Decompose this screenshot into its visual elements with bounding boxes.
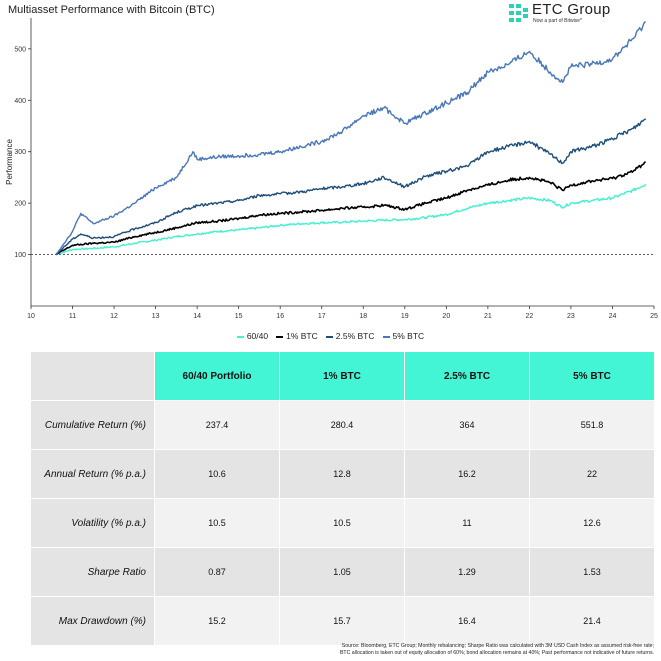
x-tick-label: 23 <box>567 313 575 320</box>
row-label: Cumulative Return (%) <box>30 400 155 450</box>
legend-item: 2.5% BTC <box>325 331 375 341</box>
series-line-2-5-btc <box>55 118 647 256</box>
chart-title: Multiasset Performance with Bitcoin (BTC… <box>8 4 215 16</box>
table-cell: 10.5 <box>279 498 405 548</box>
table-cell: 21.4 <box>529 596 655 646</box>
chart-legend: 60/40 1% BTC 2.5% BTC 5% BTC <box>0 331 661 341</box>
logo-square <box>516 18 521 22</box>
table-row: Annual Return (% p.a.) 10.6 12.8 16.2 22 <box>30 449 655 499</box>
x-tick-label: 14 <box>193 313 201 320</box>
legend-swatch <box>325 335 333 338</box>
logo-square <box>523 14 528 18</box>
legend-label: 1% BTC <box>286 331 318 341</box>
table-cell: 551.8 <box>529 400 655 450</box>
brand-name: ETC Group <box>532 1 611 18</box>
legend-label: 2.5% BTC <box>335 331 375 341</box>
legend-item: 60/40 <box>236 331 269 341</box>
column-header: 1% BTC <box>279 351 405 401</box>
logo-square <box>509 11 514 15</box>
row-label: Annual Return (% p.a.) <box>30 449 155 499</box>
table-cell: 12.6 <box>529 498 655 548</box>
y-tick-label: 200 <box>14 201 26 208</box>
row-label: Volatility (% p.a.) <box>30 498 155 548</box>
legend-swatch <box>382 335 390 338</box>
column-header: 60/40 Portfolio <box>154 351 280 401</box>
performance-line-chart: 100 200 300 400 500 10 11 12 13 14 15 16 17 18 19 20 21 2… <box>5 18 658 320</box>
table-header-row: 60/40 Portfolio 1% BTC 2.5% BTC 5% BTC <box>30 351 655 401</box>
x-tick-label: 10 <box>27 313 35 320</box>
table-row: Max Drawdown (%) 15.2 15.7 16.4 21.4 <box>30 596 655 646</box>
legend-swatch <box>236 335 244 338</box>
table-cell: 0.87 <box>154 547 280 597</box>
x-tick-label: 18 <box>359 313 367 320</box>
table-cell: 280.4 <box>279 400 405 450</box>
etc-group-logo-icon <box>509 4 528 22</box>
table-cell: 237.4 <box>154 400 280 450</box>
y-tick-label: 500 <box>14 46 26 53</box>
y-tick-label: 300 <box>14 149 26 156</box>
table-cell: 22 <box>529 449 655 499</box>
table-cell: 16.4 <box>404 596 530 646</box>
y-tick-label: 400 <box>14 98 26 105</box>
table-cell: 1.29 <box>404 547 530 597</box>
table-cell: 1.53 <box>529 547 655 597</box>
source-note: Source: Bloomberg, ETC Group; Monthly re… <box>290 643 654 657</box>
stats-table: 60/40 Portfolio 1% BTC 2.5% BTC 5% BTC C… <box>30 351 655 646</box>
table-cell: 12.8 <box>279 449 405 499</box>
legend-swatch <box>276 335 284 338</box>
x-tick-label: 24 <box>609 313 617 320</box>
logo-square <box>509 18 514 22</box>
legend-item: 1% BTC <box>276 331 318 341</box>
table-cell: 15.7 <box>279 596 405 646</box>
y-axis-label: Performance <box>5 139 14 185</box>
x-tick-label: 21 <box>484 313 492 320</box>
x-tick-label: 16 <box>276 313 284 320</box>
series-line-60-40 <box>55 183 647 256</box>
source-note-line: BTC allocation is taken out of equity al… <box>339 650 654 656</box>
x-tick-label: 11 <box>69 313 76 320</box>
x-tick-label: 15 <box>235 313 243 320</box>
row-label: Max Drawdown (%) <box>30 596 155 646</box>
x-tick-label: 25 <box>650 313 658 320</box>
series-line-1-btc <box>55 161 646 256</box>
table-cell: 11 <box>404 498 530 548</box>
legend-label: 5% BTC <box>392 331 425 341</box>
logo-square <box>516 11 521 15</box>
logo-square <box>516 4 521 8</box>
brand-subtitle: Now a part of Bitwise* <box>533 18 582 24</box>
table-cell: 16.2 <box>404 449 530 499</box>
table-cell: 10.6 <box>154 449 280 499</box>
y-tick-label: 100 <box>14 252 26 259</box>
legend-label: 60/40 <box>246 331 269 341</box>
table-row: Volatility (% p.a.) 10.5 10.5 11 12.6 <box>30 498 655 548</box>
column-header: 2.5% BTC <box>404 351 530 401</box>
x-tick-label: 19 <box>401 313 409 320</box>
table-cell: 364 <box>404 400 530 450</box>
table-row: Cumulative Return (%) 237.4 280.4 364 55… <box>30 400 655 450</box>
legend-item: 5% BTC <box>382 331 425 341</box>
x-tick-label: 20 <box>442 313 450 320</box>
logo-square <box>509 4 514 8</box>
x-tick-label: 12 <box>110 313 118 320</box>
x-tick-label: 13 <box>152 313 160 320</box>
x-tick-label: 17 <box>318 313 326 320</box>
table-cell: 10.5 <box>154 498 280 548</box>
row-label: Sharpe Ratio <box>30 547 155 597</box>
column-header: 5% BTC <box>529 351 655 401</box>
series-line-5-btc <box>55 21 646 256</box>
table-corner <box>30 351 155 401</box>
brand-logo: ETC Group Now a part of Bitwise* <box>508 1 658 28</box>
logo-square <box>523 8 528 12</box>
source-note-line: Source: Bloomberg, ETC Group; Monthly re… <box>341 643 654 649</box>
x-tick-label: 22 <box>526 313 534 320</box>
table-cell: 1.05 <box>279 547 405 597</box>
table-row: Sharpe Ratio 0.87 1.05 1.29 1.53 <box>30 547 655 597</box>
table-cell: 15.2 <box>154 596 280 646</box>
